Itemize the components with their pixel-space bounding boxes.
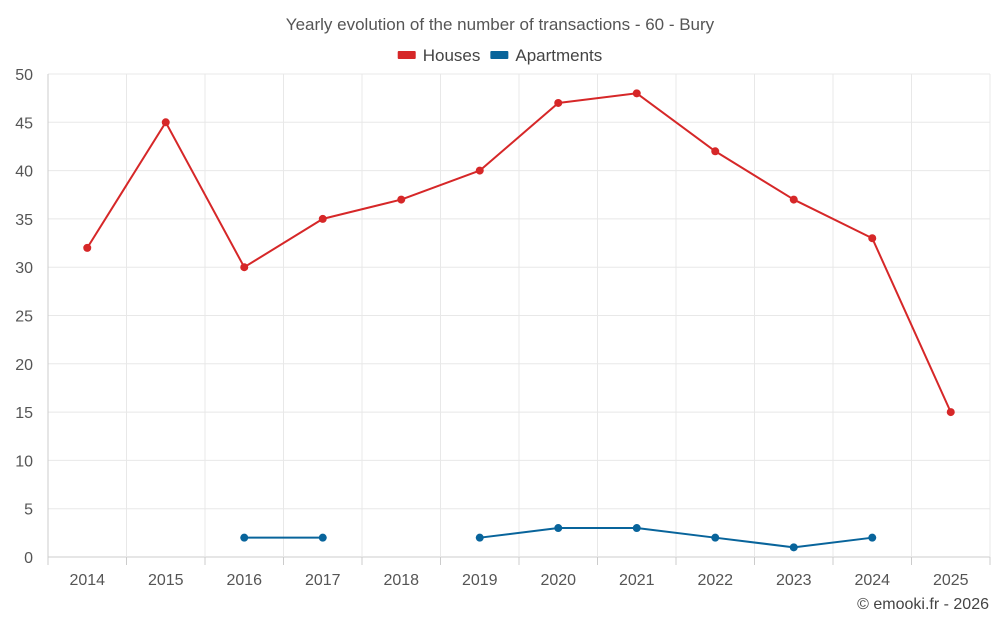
data-point-apartments[interactable] <box>789 543 798 552</box>
y-tick-label: 5 <box>24 502 33 519</box>
credit-text: © emooki.fr - 2026 <box>857 596 989 613</box>
series-apartments <box>240 524 877 552</box>
legend-swatch <box>397 51 416 59</box>
x-tick-label: 2023 <box>776 572 812 589</box>
data-point-houses[interactable] <box>946 408 955 417</box>
x-tick-label: 2019 <box>462 572 498 589</box>
y-tick-label: 30 <box>15 260 33 277</box>
data-point-houses[interactable] <box>83 243 92 252</box>
data-point-houses[interactable] <box>318 214 327 223</box>
data-point-houses[interactable] <box>868 234 877 243</box>
y-axis-ticks: 0 5 10 15 20 25 30 35 40 45 50 <box>15 67 33 567</box>
data-point-apartments[interactable] <box>632 524 641 533</box>
x-tick-label: 2016 <box>226 572 262 589</box>
x-tick-label: 2018 <box>383 572 419 589</box>
data-point-houses[interactable] <box>397 195 406 204</box>
x-tick-label: 2020 <box>540 572 576 589</box>
y-tick-label: 25 <box>15 309 33 326</box>
chart-title: Yearly evolution of the number of transa… <box>286 15 715 34</box>
data-point-houses[interactable] <box>554 98 563 107</box>
legend-label: Apartments <box>515 46 602 65</box>
x-tick-label: 2022 <box>697 572 733 589</box>
y-tick-label: 35 <box>15 212 33 229</box>
y-tick-label: 40 <box>15 164 33 181</box>
y-tick-label: 0 <box>24 550 33 567</box>
y-tick-label: 20 <box>15 357 33 374</box>
grid-lines <box>47 73 991 558</box>
x-tick-label: 2015 <box>148 572 184 589</box>
data-point-houses[interactable] <box>711 147 720 156</box>
x-axis-ticks: 2014 2015 2016 2017 2018 2019 2020 2021 2022 2023… <box>47 557 991 589</box>
data-point-apartments[interactable] <box>554 524 563 533</box>
data-point-apartments[interactable] <box>240 533 249 542</box>
y-tick-label: 10 <box>15 453 33 470</box>
x-tick-label: 2025 <box>933 572 969 589</box>
data-point-houses[interactable] <box>240 263 249 272</box>
y-tick-label: 15 <box>15 405 33 422</box>
legend-item-houses[interactable]: Houses <box>397 46 481 65</box>
series-line-houses <box>86 92 952 413</box>
legend: Houses Apartments <box>397 46 602 65</box>
data-point-houses[interactable] <box>789 195 798 204</box>
legend-swatch <box>490 51 509 59</box>
data-point-apartments[interactable] <box>318 533 327 542</box>
data-point-houses[interactable] <box>632 89 641 98</box>
y-tick-label: 50 <box>15 67 33 84</box>
x-tick-label: 2014 <box>69 572 105 589</box>
series-line-apartments <box>479 527 873 549</box>
y-tick-label: 45 <box>15 115 33 132</box>
data-point-apartments[interactable] <box>868 533 877 542</box>
series-group <box>83 89 955 552</box>
legend-label: Houses <box>423 46 481 65</box>
data-point-apartments[interactable] <box>475 533 484 542</box>
legend-item-apartments[interactable]: Apartments <box>490 46 602 65</box>
data-point-apartments[interactable] <box>711 533 720 542</box>
x-tick-label: 2017 <box>305 572 341 589</box>
x-tick-label: 2024 <box>854 572 890 589</box>
data-point-houses[interactable] <box>161 118 170 127</box>
x-tick-label: 2021 <box>619 572 655 589</box>
data-point-houses[interactable] <box>475 166 484 175</box>
series-houses <box>83 89 955 417</box>
